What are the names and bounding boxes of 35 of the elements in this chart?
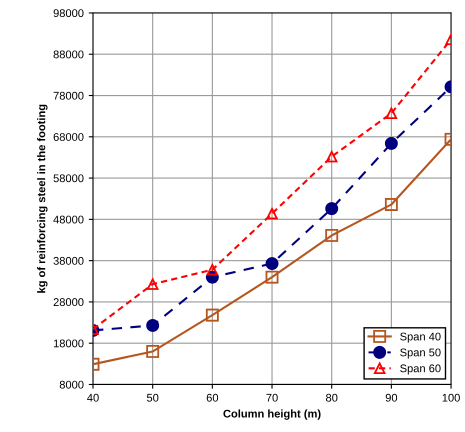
x-tick-label: 60 (206, 394, 218, 402)
point (266, 208, 278, 220)
point (386, 108, 398, 120)
point (325, 202, 338, 216)
point (206, 264, 218, 276)
point (326, 150, 338, 162)
y-tick-label: 38000 (54, 256, 84, 265)
point (266, 270, 278, 284)
x-tick-label: 100 (442, 394, 460, 402)
y-tick-label: 18000 (54, 339, 84, 348)
point (146, 318, 160, 332)
x-tick-label: 50 (146, 394, 158, 402)
x-tick-label: 40 (87, 394, 99, 402)
y-tick-label: 78000 (54, 92, 84, 100)
y-tick-label: 88000 (54, 50, 84, 58)
y-tick-label: 8000 (60, 380, 84, 389)
y-tick-label: 68000 (54, 133, 84, 141)
y-tick-label: 48000 (53, 216, 84, 224)
point (146, 344, 160, 358)
legend-label: Span 40 (400, 332, 441, 343)
point (206, 308, 219, 322)
y-tick-label: 58000 (54, 174, 84, 182)
x-tick-label: 90 (386, 394, 398, 402)
legend-label: Span 50 (400, 348, 441, 359)
x-tick-label: 70 (266, 394, 278, 402)
y-axis-title: kg of reinforcing steel in the footing (37, 104, 48, 293)
point (266, 257, 278, 270)
y-tick-label: 98000 (54, 9, 84, 18)
x-tick-label: 80 (326, 394, 338, 402)
x-axis-title: Column height (m) (223, 409, 321, 420)
legend-label: Span 60 (400, 364, 441, 374)
point (384, 198, 398, 211)
point (325, 229, 338, 242)
point (384, 136, 398, 150)
y-tick-label: 28000 (54, 298, 84, 306)
